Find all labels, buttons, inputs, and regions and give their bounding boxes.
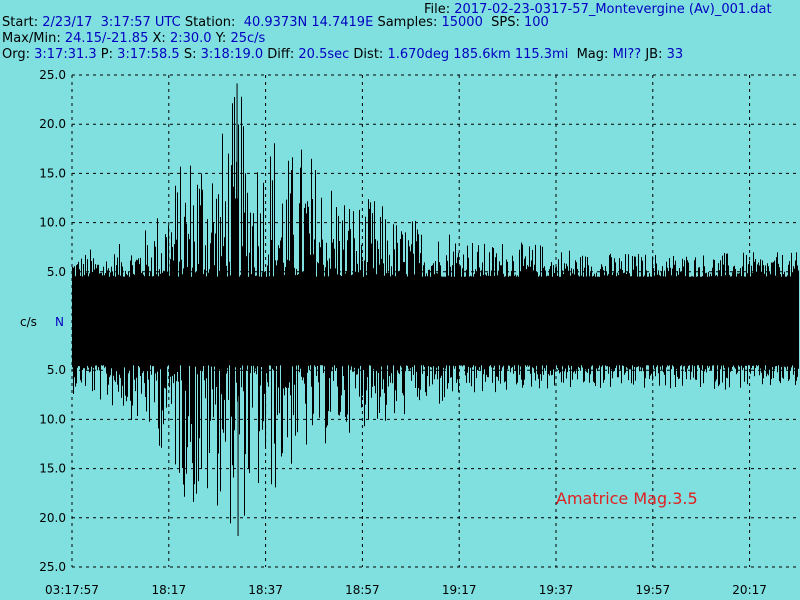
sps-value: 100 xyxy=(523,15,549,30)
start-value: 2/23/17 3:17:57 UTC xyxy=(42,15,181,30)
maxmin-line: Max/Min: 24.15/-21.85 X: 2:30.0 Y: 25c/s xyxy=(2,31,265,47)
y-axis-label: c/s xyxy=(20,315,37,329)
x-tick-label: 20:17 xyxy=(732,583,767,597)
org-value: 3:17:31.3 xyxy=(34,47,97,62)
samples-value: 15000 xyxy=(441,15,483,30)
x-scale-value: 2:30.0 xyxy=(169,31,212,46)
diff-value: 20.5sec xyxy=(298,47,350,62)
x-tick-label: 03:17:57 xyxy=(45,583,99,597)
diff-label: Diff: xyxy=(267,47,295,62)
file-name: 2017-02-23-0317-57_Montevergine (Av)_001… xyxy=(454,2,772,17)
org-label: Org: xyxy=(2,47,30,62)
p-label: P: xyxy=(100,47,114,62)
x-axis-ticks: 03:17:57 18:17 18:37 18:57 19:17 19:37 19:57 20… xyxy=(45,583,767,597)
origin-line: Org: 3:17:31.3 P: 3:17:58.5 S: 3:18:19.0… xyxy=(2,47,683,63)
maxmin-label: Max/Min: xyxy=(2,31,61,46)
channel-label: N xyxy=(55,315,64,329)
p-value: 3:17:58.5 xyxy=(117,47,180,62)
y-tick-label: 15.0 xyxy=(39,462,66,476)
start-line: Start: 2/23/17 3:17:57 UTC Station: 40.9… xyxy=(2,15,549,31)
y-tick-label: 20.0 xyxy=(39,117,66,131)
y-tick-label: 15.0 xyxy=(39,166,66,180)
waveform-trace xyxy=(72,83,799,536)
y-tick-label: 25.0 xyxy=(39,68,66,82)
mag-label: Mag: xyxy=(576,47,609,62)
maxmin-value: 24.15/-21.85 xyxy=(64,31,149,46)
y-scale-value: 25c/s xyxy=(230,31,266,46)
y-tick-label: 10.0 xyxy=(39,216,66,230)
s-label: S: xyxy=(183,47,197,62)
station-value: 40.9373N 14.7419E xyxy=(243,15,374,30)
waveform-path xyxy=(72,83,799,536)
x-tick-label: 18:37 xyxy=(248,583,283,597)
s-value: 3:18:19.0 xyxy=(200,47,264,62)
jb-value: 33 xyxy=(666,47,684,62)
start-label: Start: xyxy=(2,15,39,30)
dist-label: Dist: xyxy=(353,47,384,62)
file-label: File: xyxy=(424,2,451,17)
y-scale-label: Y: xyxy=(215,31,227,46)
file-line: File: 2017-02-23-0317-57_Montevergine (A… xyxy=(424,2,772,18)
y-tick-label: 5.0 xyxy=(47,363,66,377)
y-tick-label: 10.0 xyxy=(39,412,66,426)
y-tick-label: 25.0 xyxy=(39,560,66,574)
dist-value: 1.670deg 185.6km 115.3mi xyxy=(387,47,569,62)
y-axis-ticks: 25.0 20.0 15.0 10.0 5.0 5.0 10.0 15.0 20.0 25.0 xyxy=(39,68,66,574)
x-tick-label: 19:37 xyxy=(539,583,574,597)
samples-label: Samples: xyxy=(377,15,438,30)
x-tick-label: 19:57 xyxy=(636,583,671,597)
x-tick-label: 18:17 xyxy=(152,583,187,597)
x-tick-label: 18:57 xyxy=(345,583,380,597)
station-label: Station: xyxy=(184,15,236,30)
mag-value: Ml?? xyxy=(612,47,642,62)
x-tick-label: 19:17 xyxy=(442,583,477,597)
event-annotation: Amatrice Mag.3.5 xyxy=(556,489,698,508)
sps-label: SPS: xyxy=(491,15,520,30)
y-tick-label: 20.0 xyxy=(39,511,66,525)
jb-label: JB: xyxy=(645,47,663,62)
y-tick-label: 5.0 xyxy=(47,265,66,279)
x-scale-label: X: xyxy=(152,31,166,46)
